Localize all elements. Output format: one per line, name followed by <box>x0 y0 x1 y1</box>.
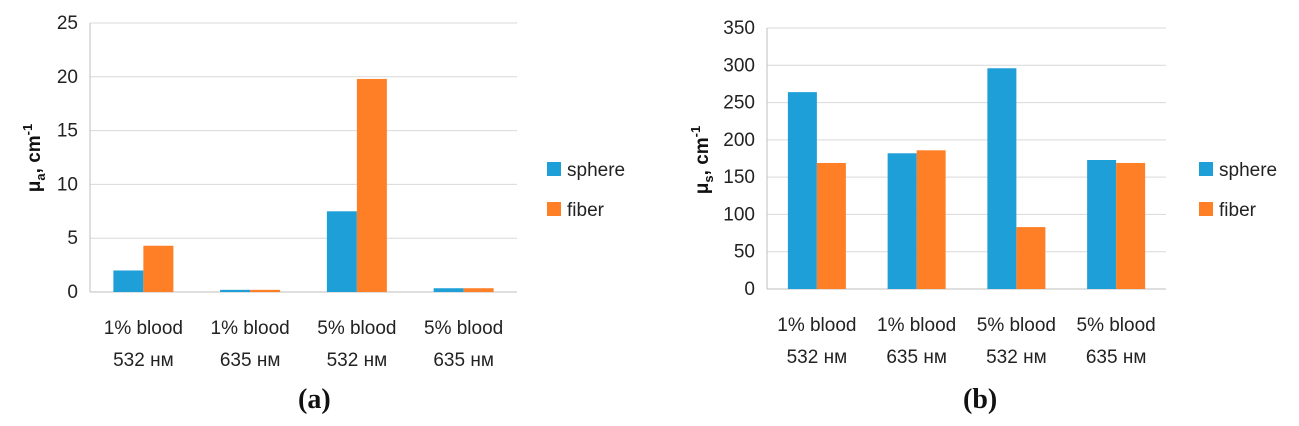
chart-b-ytick-label: 150 <box>723 167 755 188</box>
chart-a-bar-sphere <box>326 211 357 292</box>
chart-b-bar-fiber <box>1116 162 1146 289</box>
chart-b-y-axis-label: μs, cm-1 <box>688 126 716 194</box>
chart-a-ytick-label: 10 <box>57 174 78 195</box>
chart-b-category-label: 532 нм <box>986 347 1047 368</box>
chart-a-ytick-label: 15 <box>57 121 78 142</box>
caption-a: (a) <box>298 384 331 415</box>
chart-a-legend-swatch-sphere <box>547 162 561 176</box>
chart-b-category-label: 635 нм <box>1086 347 1147 368</box>
chart-b-bar-fiber <box>1016 227 1046 289</box>
chart-a-bar-fiber <box>463 288 494 292</box>
chart-b-legend-swatch-fiber <box>1199 202 1213 216</box>
chart-a-y-axis-label: μa, cm-1 <box>20 124 48 192</box>
chart-a-category-label: 532 нм <box>327 350 388 371</box>
chart-a-ylabel-main: μ <box>24 181 45 193</box>
chart-a-bar-fiber <box>143 245 174 292</box>
chart-b-ylabel-main: μ <box>692 183 713 195</box>
chart-b-legend-swatch-sphere <box>1199 162 1213 176</box>
chart-a-ytick-label: 0 <box>67 282 78 303</box>
chart-b-category-label: 1% blood <box>777 315 856 336</box>
chart-a-bar-fiber <box>250 289 281 292</box>
chart-a-bar-sphere <box>113 270 144 292</box>
chart-b-bar-sphere <box>787 92 817 289</box>
chart-b-ytick-label: 50 <box>734 242 755 263</box>
chart-b-ylabel-sub: s <box>701 175 716 182</box>
chart-b-bar-fiber <box>816 162 846 289</box>
chart-a-bar-sphere <box>220 289 251 292</box>
chart-a-ylabel-unit: , cm <box>24 135 45 173</box>
chart-b-category-label: 635 нм <box>886 347 947 368</box>
chart-a-ylabel-sub: a <box>33 173 48 181</box>
chart-panel-a: 0 5 10 15 20 25 1% blood 532 нм 1% blood 635 нм 5%… <box>20 13 625 415</box>
chart-b-category-label: 5% blood <box>977 315 1056 336</box>
chart-a-category-label: 635 нм <box>220 350 281 371</box>
chart-a-category-label: 5% blood <box>424 318 503 339</box>
chart-a-ytick-label: 5 <box>67 228 78 249</box>
chart-b-bar-sphere <box>1087 159 1117 289</box>
chart-a-bar-sphere <box>433 288 464 292</box>
chart-b-bar-sphere <box>987 68 1017 289</box>
chart-b-category-label: 5% blood <box>1077 315 1156 336</box>
chart-b-ylabel-sup: -1 <box>688 126 703 138</box>
chart-panel-b: 0 50 100 150 200 250 300 350 1% blood 532 нм 1% bl… <box>650 0 1299 426</box>
chart-a-legend-label-sphere: sphere <box>567 160 625 181</box>
chart-a-category-label: 532 нм <box>113 350 174 371</box>
chart-b-bar-sphere <box>887 153 917 289</box>
chart-a-ytick-label: 20 <box>57 67 78 88</box>
chart-a-category-label: 5% blood <box>317 318 396 339</box>
chart-a-bar-fiber <box>356 78 387 293</box>
chart-b-ylabel-unit: , cm <box>692 137 713 175</box>
chart-b-legend-label-sphere: sphere <box>1219 160 1277 181</box>
chart-a-legend-swatch-fiber <box>547 202 561 216</box>
chart-a-category-label: 1% blood <box>104 318 183 339</box>
caption-b: (b) <box>963 384 998 415</box>
chart-a-ylabel-sup: -1 <box>20 124 35 136</box>
chart-b-ytick-label: 100 <box>723 204 755 225</box>
chart-b-bar-fiber <box>916 150 946 289</box>
chart-b-svg: 0 50 100 150 200 250 300 350 1% blood 532 нм 1% bl… <box>688 18 1277 368</box>
chart-a-legend-label-fiber: fiber <box>567 200 605 221</box>
chart-a-y-axis-label-text: μa, cm-1 <box>20 124 48 192</box>
chart-b-category-label: 1% blood <box>877 315 956 336</box>
chart-a-svg: 0 5 10 15 20 25 1% blood 532 нм 1% blood 635 нм 5%… <box>20 13 625 371</box>
chart-b-ytick-label: 250 <box>723 93 755 114</box>
chart-b-legend-label-fiber: fiber <box>1219 200 1257 221</box>
chart-b-ytick-label: 300 <box>723 55 755 76</box>
chart-a-category-label: 635 нм <box>433 350 494 371</box>
chart-b-ytick-label: 0 <box>744 279 755 300</box>
chart-b-category-label: 532 нм <box>787 347 848 368</box>
chart-b-ytick-label: 350 <box>723 18 755 39</box>
chart-b-y-axis-label-text: μs, cm-1 <box>688 126 716 194</box>
chart-a-ytick-label: 25 <box>57 13 78 34</box>
chart-a-category-label: 1% blood <box>211 318 290 339</box>
chart-b-ytick-label: 200 <box>723 130 755 151</box>
